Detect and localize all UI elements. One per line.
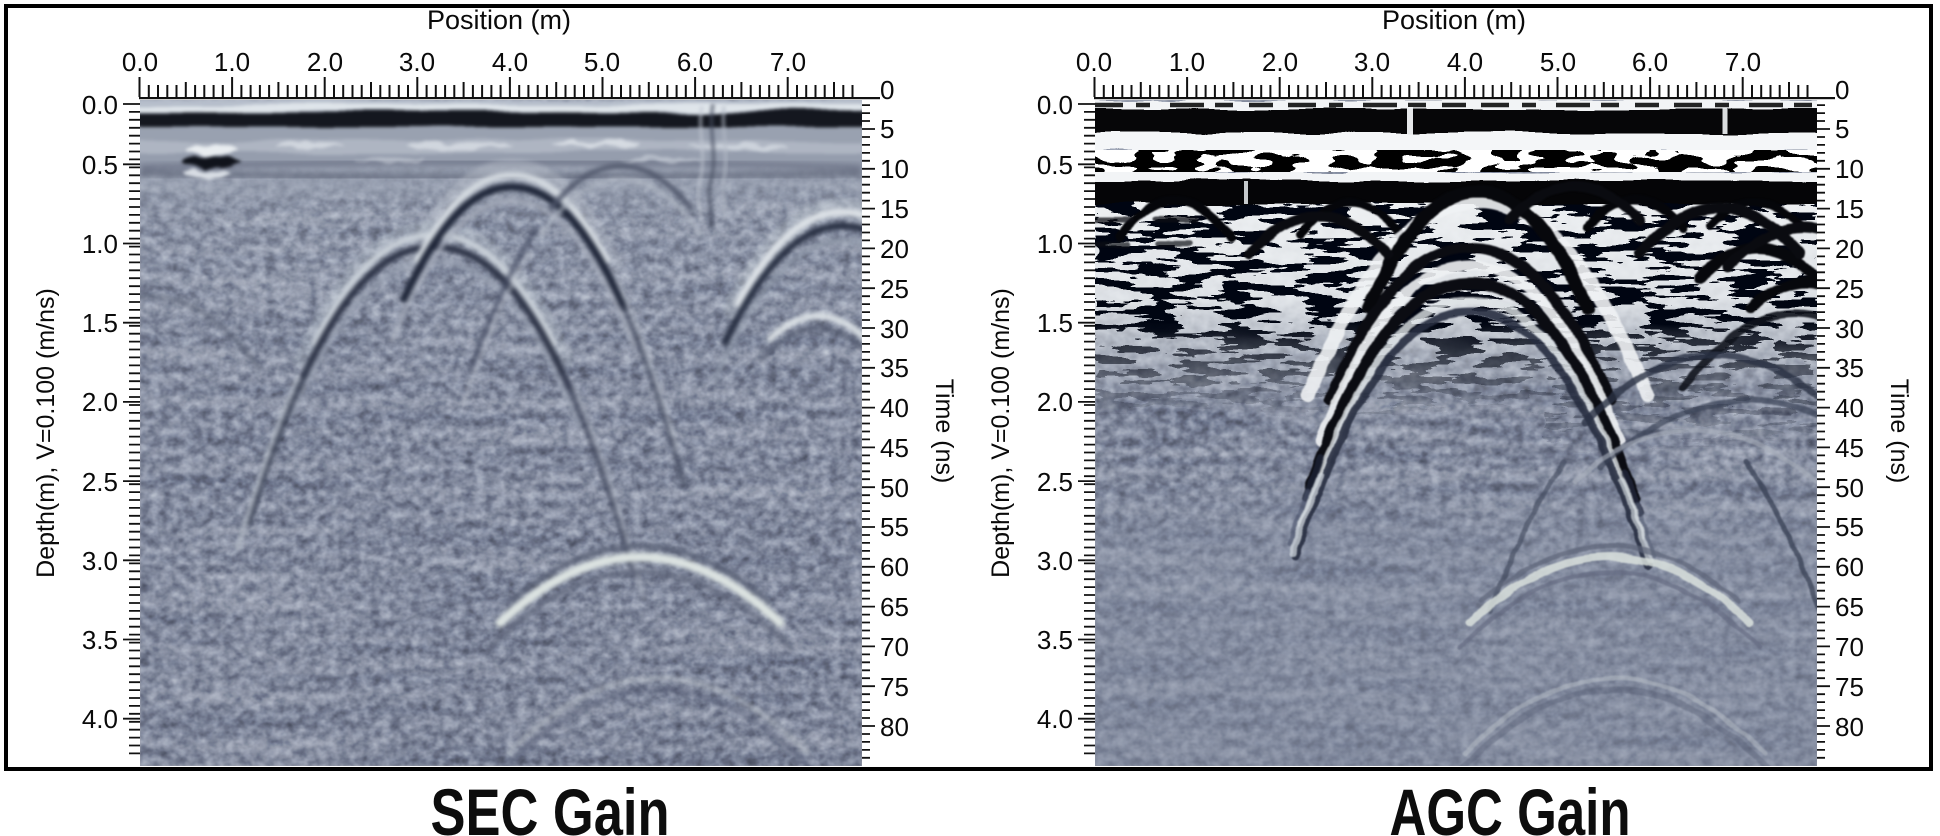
svg-text:3.0: 3.0 — [399, 47, 435, 77]
svg-text:65: 65 — [1835, 592, 1864, 622]
svg-text:40: 40 — [1835, 393, 1864, 423]
svg-text:5: 5 — [1835, 114, 1849, 144]
svg-text:5.0: 5.0 — [1540, 47, 1576, 77]
svg-text:55: 55 — [1835, 512, 1864, 542]
svg-text:0: 0 — [880, 75, 894, 105]
svg-text:4.0: 4.0 — [1037, 704, 1073, 734]
svg-text:3.5: 3.5 — [1037, 625, 1073, 655]
svg-text:30: 30 — [1835, 314, 1864, 344]
svg-text:Position (m): Position (m) — [427, 5, 571, 35]
svg-text:50: 50 — [1835, 473, 1864, 503]
svg-text:0: 0 — [1835, 75, 1849, 105]
svg-text:80: 80 — [880, 712, 909, 742]
svg-text:40: 40 — [880, 393, 909, 423]
svg-text:70: 70 — [880, 632, 909, 662]
svg-text:6.0: 6.0 — [677, 47, 713, 77]
svg-text:65: 65 — [880, 592, 909, 622]
svg-text:0.0: 0.0 — [1037, 90, 1073, 120]
svg-text:1.0: 1.0 — [1169, 47, 1205, 77]
svg-text:3.5: 3.5 — [82, 625, 118, 655]
svg-text:2.0: 2.0 — [1262, 47, 1298, 77]
svg-text:2.0: 2.0 — [82, 387, 118, 417]
svg-text:60: 60 — [880, 552, 909, 582]
svg-text:10: 10 — [1835, 154, 1864, 184]
svg-text:55: 55 — [880, 512, 909, 542]
svg-text:1.0: 1.0 — [82, 229, 118, 259]
svg-text:Depth(m), V=0.100 (m/ns): Depth(m), V=0.100 (m/ns) — [987, 288, 1015, 578]
svg-text:7.0: 7.0 — [1725, 47, 1761, 77]
svg-text:7.0: 7.0 — [770, 47, 806, 77]
svg-text:60: 60 — [1835, 552, 1864, 582]
svg-text:50: 50 — [880, 473, 909, 503]
svg-text:AGC Gain: AGC Gain — [1390, 775, 1631, 836]
svg-text:0.5: 0.5 — [82, 150, 118, 180]
svg-text:20: 20 — [880, 234, 909, 264]
svg-text:Depth(m), V=0.100 (m/ns): Depth(m), V=0.100 (m/ns) — [32, 288, 60, 578]
svg-text:35: 35 — [1835, 353, 1864, 383]
svg-text:5: 5 — [880, 114, 894, 144]
svg-text:1.0: 1.0 — [1037, 229, 1073, 259]
svg-text:2.0: 2.0 — [1037, 387, 1073, 417]
svg-text:2.5: 2.5 — [82, 467, 118, 497]
svg-text:1.0: 1.0 — [214, 47, 250, 77]
svg-text:25: 25 — [1835, 274, 1864, 304]
svg-text:15: 15 — [1835, 194, 1864, 224]
svg-text:70: 70 — [1835, 632, 1864, 662]
svg-text:20: 20 — [1835, 234, 1864, 264]
svg-text:0.0: 0.0 — [1076, 47, 1112, 77]
svg-text:3.0: 3.0 — [82, 546, 118, 576]
svg-text:6.0: 6.0 — [1632, 47, 1668, 77]
svg-text:2.5: 2.5 — [1037, 467, 1073, 497]
svg-text:Time (ns): Time (ns) — [1885, 379, 1913, 484]
svg-text:0.0: 0.0 — [122, 47, 158, 77]
svg-text:75: 75 — [880, 672, 909, 702]
svg-text:80: 80 — [1835, 712, 1864, 742]
svg-text:15: 15 — [880, 194, 909, 224]
svg-text:1.5: 1.5 — [82, 308, 118, 338]
svg-text:4.0: 4.0 — [1447, 47, 1483, 77]
svg-text:SEC Gain: SEC Gain — [431, 775, 670, 836]
svg-text:35: 35 — [880, 353, 909, 383]
svg-text:5.0: 5.0 — [584, 47, 620, 77]
svg-text:4.0: 4.0 — [82, 704, 118, 734]
svg-text:45: 45 — [1835, 433, 1864, 463]
svg-text:Time (ns): Time (ns) — [930, 379, 958, 484]
svg-text:4.0: 4.0 — [492, 47, 528, 77]
svg-text:Position (m): Position (m) — [1382, 5, 1526, 35]
svg-text:75: 75 — [1835, 672, 1864, 702]
svg-text:0.5: 0.5 — [1037, 150, 1073, 180]
svg-text:3.0: 3.0 — [1354, 47, 1390, 77]
svg-text:0.0: 0.0 — [82, 90, 118, 120]
svg-text:30: 30 — [880, 314, 909, 344]
svg-text:1.5: 1.5 — [1037, 308, 1073, 338]
svg-text:2.0: 2.0 — [307, 47, 343, 77]
svg-text:10: 10 — [880, 154, 909, 184]
svg-text:45: 45 — [880, 433, 909, 463]
svg-text:25: 25 — [880, 274, 909, 304]
svg-text:3.0: 3.0 — [1037, 546, 1073, 576]
